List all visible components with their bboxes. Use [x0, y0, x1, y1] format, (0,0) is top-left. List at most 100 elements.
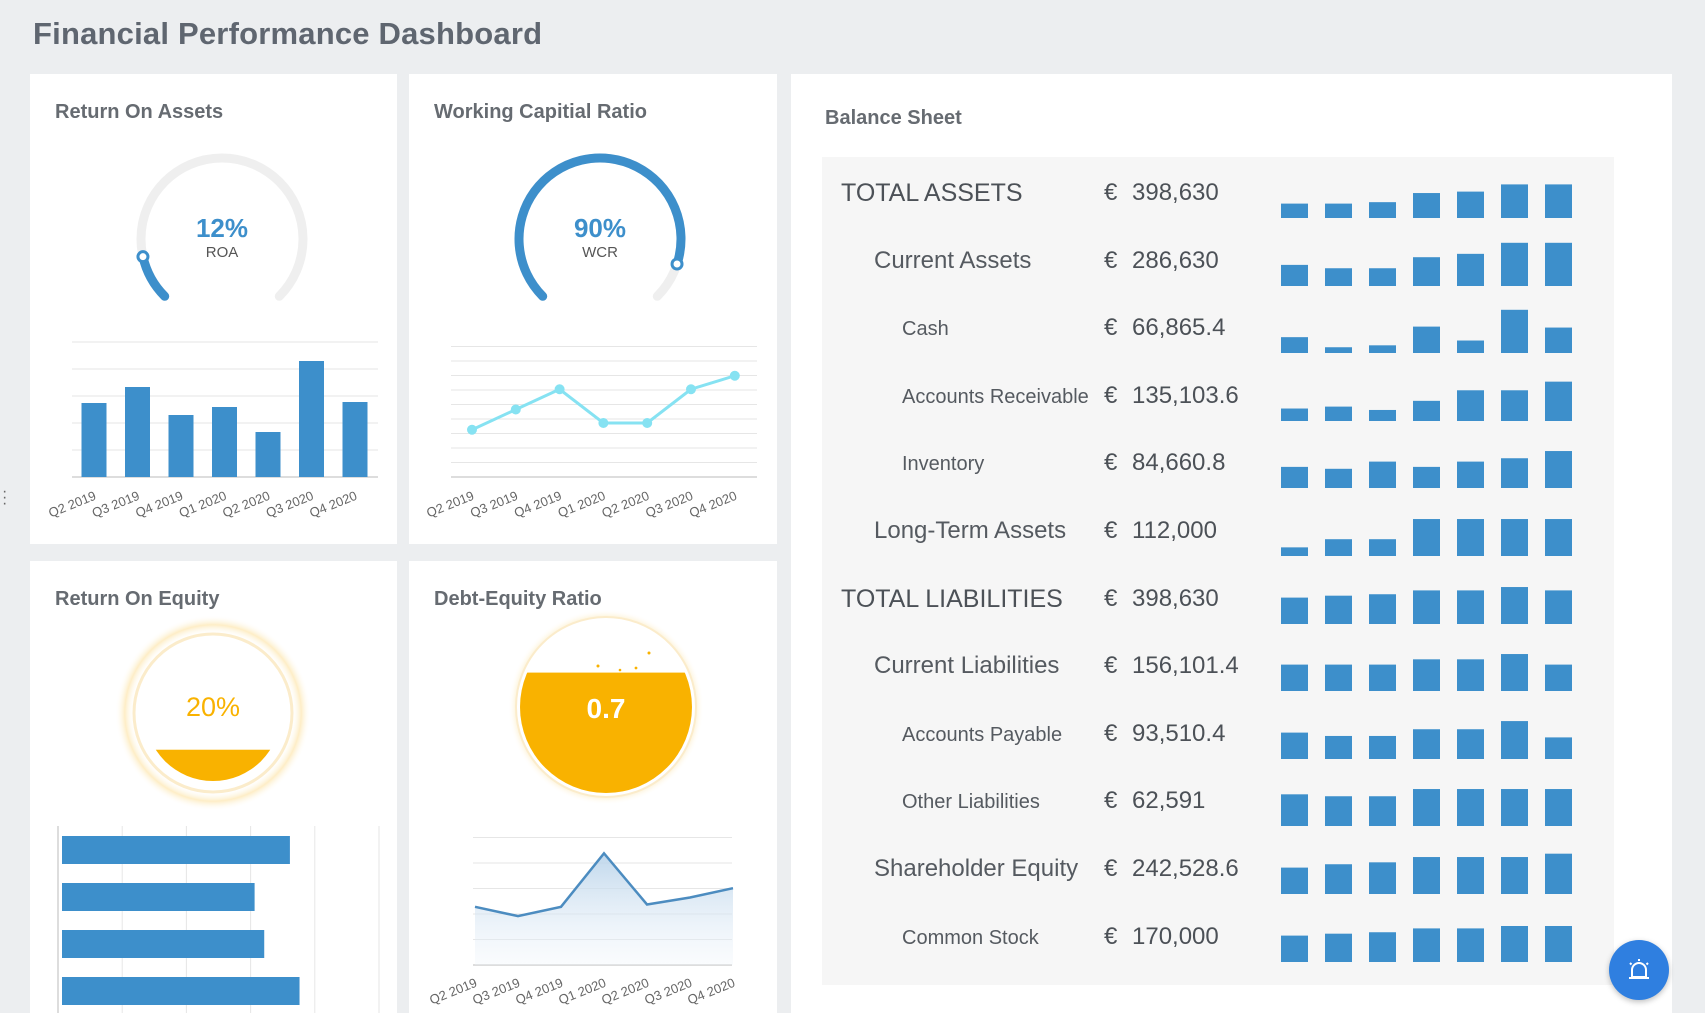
sparkbar	[1457, 461, 1484, 489]
balance-sheet-sparkbar-chart	[1281, 381, 1572, 421]
balance-sheet-row-value: 398,630	[1132, 179, 1219, 206]
bottom-scrollbar[interactable]	[0, 1013, 1705, 1021]
roe-hbar	[62, 930, 265, 958]
wcr-tick-label: Q4 2020	[687, 488, 739, 521]
alarm-button[interactable]	[1609, 940, 1669, 1000]
sparkbar	[1281, 467, 1308, 489]
sparkbar	[1281, 547, 1308, 556]
wcr-tick-label: Q1 2020	[556, 488, 608, 521]
roa-gauge-label: ROA	[206, 244, 239, 261]
sparkbar	[1413, 467, 1440, 489]
balance-sheet-row-label: TOTAL LIABILITIES	[841, 584, 1063, 613]
roa-bar	[212, 407, 237, 477]
balance-sheet-row: TOTAL ASSETS €398,630	[822, 157, 1614, 223]
balance-sheet-row-label: Current Assets	[874, 246, 1032, 274]
sparkbar	[1369, 664, 1396, 692]
sparkbar	[1501, 857, 1528, 894]
balance-sheet-row-label: Accounts Receivable	[902, 385, 1089, 408]
sparkbar	[1413, 193, 1440, 218]
sparkbar	[1457, 191, 1484, 218]
sparkbar	[1281, 935, 1308, 962]
balance-sheet-currency: €	[1104, 922, 1118, 950]
sparkbar	[1281, 794, 1308, 827]
balance-sheet-row-value: 135,103.6	[1132, 381, 1239, 409]
sparkbar	[1413, 789, 1440, 827]
sparkbar	[1281, 664, 1308, 692]
roa-tick-label: Q2 2019	[46, 488, 98, 521]
roa-bar	[168, 415, 194, 477]
roe-card: Return On Equity 20%	[30, 561, 397, 1016]
wcr-point	[642, 418, 653, 428]
roa-bar	[342, 402, 368, 477]
sparkbar	[1545, 789, 1572, 827]
balance-sheet-row: Current Assets €286,630	[822, 225, 1614, 291]
side-menu-dots-icon[interactable]: · · ·	[2, 483, 8, 512]
der-tick-label: Q1 2020	[556, 975, 608, 1008]
sparkbar	[1545, 589, 1572, 624]
wcr-gauge-label: WCR	[582, 244, 618, 261]
sparkbar	[1457, 729, 1484, 759]
balance-sheet-row-label: Long-Term Assets	[874, 517, 1067, 544]
balance-sheet-row: Long-Term Assets €112,000	[822, 495, 1614, 561]
sparkbar	[1457, 253, 1484, 286]
roe-title: Return On Equity	[55, 588, 220, 610]
sparkbar	[1413, 519, 1440, 556]
balance-sheet-row: Inventory €84,660.8	[822, 427, 1614, 493]
wcr-gauge-value: 90%	[574, 213, 626, 243]
roa-bar	[81, 403, 107, 477]
balance-sheet-row-value: 156,101.4	[1132, 652, 1239, 680]
roa-bar-series	[81, 361, 368, 477]
wcr-point	[729, 370, 740, 381]
sparkbar	[1457, 659, 1484, 692]
balance-sheet-row: Cash €66,865.4	[822, 292, 1614, 358]
sparkbar	[1281, 867, 1308, 894]
balance-sheet-currency: €	[1104, 314, 1118, 342]
balance-sheet-row-value: 242,528.6	[1132, 855, 1239, 882]
sparkbar	[1501, 720, 1528, 759]
roe-charts: 20%	[57, 615, 380, 1016]
sparkbar	[1501, 586, 1528, 624]
wcr-point	[467, 424, 477, 435]
balance-sheet-row: Other Liabilities €62,591	[822, 765, 1614, 831]
sparkbar	[1325, 664, 1352, 692]
balance-sheet-row-value: 286,630	[1132, 246, 1219, 274]
der-tick-label: Q4 2019	[513, 975, 565, 1008]
der-title: Debt-Equity Ratio	[434, 588, 602, 610]
roa-tick-label: Q3 2019	[90, 488, 142, 521]
roa-gauge-value: 12%	[196, 213, 248, 243]
balance-sheet-currency: €	[1104, 246, 1118, 274]
roa-card: Return On Assets 12% ROA Q2 2019 Q3 2019 Q…	[30, 74, 397, 544]
roa-tick-label: Q2 2020	[220, 488, 272, 521]
sparkbar	[1457, 589, 1484, 624]
sparkbar	[1325, 406, 1352, 421]
balance-sheet-currency: €	[1104, 449, 1118, 477]
sparkbar	[1545, 519, 1572, 556]
balance-sheet-sparkbar-chart	[1281, 519, 1572, 556]
wcr-line-series	[467, 370, 740, 435]
balance-sheet-row-value: 112,000	[1132, 517, 1217, 544]
balance-sheet-row-label: Accounts Payable	[902, 723, 1063, 746]
balance-sheet-row-label: Current Liabilities	[874, 652, 1060, 680]
wcr-gauge-knob	[670, 257, 684, 271]
sparkbar	[1457, 519, 1484, 556]
balance-sheet-row-value: 93,510.4	[1132, 719, 1226, 747]
balance-sheet-table: TOTAL ASSETS €398,630 Current Assets €286,6…	[822, 157, 1614, 985]
roe-hbar-series	[62, 836, 300, 1005]
sparkbar	[1545, 737, 1572, 759]
roe-hbar	[62, 977, 300, 1005]
sparkbar	[1413, 729, 1440, 759]
sparkbar	[1281, 597, 1308, 624]
balance-sheet-row-value: 62,591	[1132, 787, 1206, 815]
sparkbar	[1413, 326, 1440, 354]
sparkbar	[1369, 539, 1396, 556]
sparkbar	[1325, 796, 1352, 827]
sparkbar	[1501, 184, 1528, 218]
sparkbar	[1501, 925, 1528, 962]
sparkbar	[1413, 857, 1440, 894]
balance-sheet-row-value: 66,865.4	[1132, 314, 1226, 342]
sparkbar	[1413, 400, 1440, 421]
der-tick-label: Q2 2019	[427, 975, 479, 1008]
